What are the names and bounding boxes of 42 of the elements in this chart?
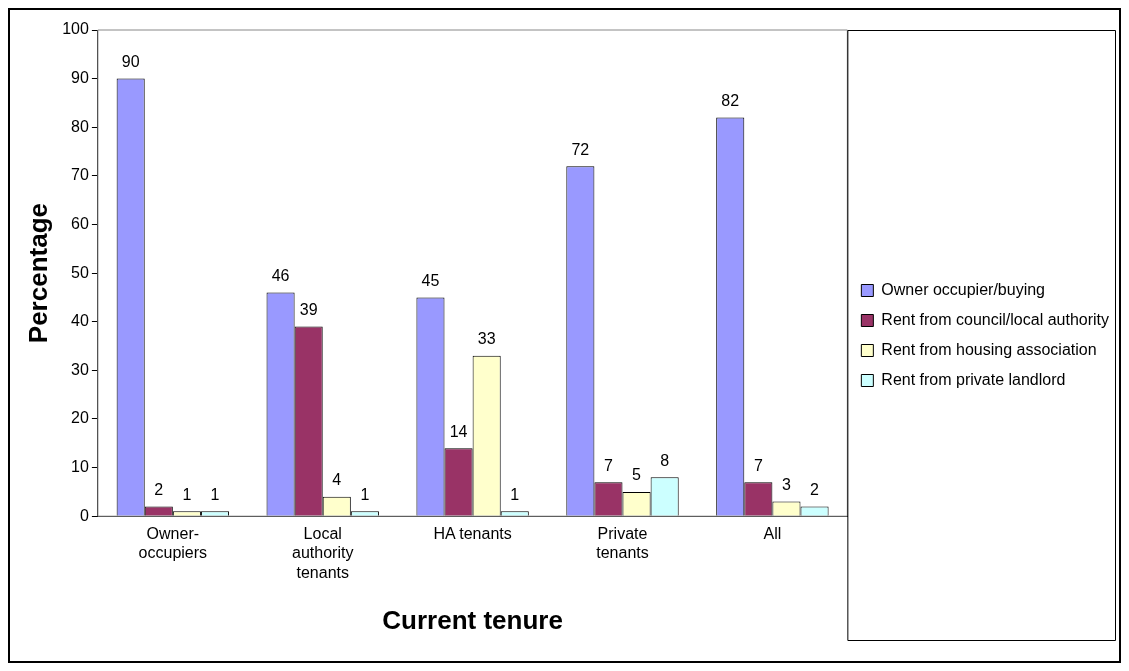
y-tick-label: 50: [71, 263, 89, 281]
data-label: 1: [182, 485, 192, 503]
x-tick-label: Private tenants: [596, 525, 649, 562]
legend-label: Rent from private landlord: [881, 370, 1066, 388]
data-label: 1: [360, 485, 370, 503]
data-label: 39: [299, 300, 318, 318]
data-label: 90: [121, 53, 140, 71]
legend-label: Rent from council/local authority: [881, 310, 1109, 328]
y-tick-label: 90: [71, 69, 89, 87]
data-label: 46: [271, 266, 290, 284]
y-tick-label: 10: [71, 457, 89, 475]
y-tick-label: 30: [71, 360, 89, 378]
legend-label: Owner occupier/buying: [881, 280, 1045, 298]
x-tick-label: Local authority tenants: [292, 525, 354, 581]
data-label: 45: [421, 271, 440, 289]
y-tick-label: 70: [71, 166, 89, 184]
y-tick-label: 20: [71, 409, 89, 427]
x-tick-label: Owner-occupiers: [138, 525, 208, 562]
data-label: 1: [210, 485, 220, 503]
data-label: 5: [632, 466, 642, 484]
data-label: 14: [449, 422, 468, 440]
y-tick-label: 60: [71, 214, 89, 232]
data-label: 7: [753, 456, 763, 474]
data-label: 4: [332, 471, 342, 489]
y-tick-label: 40: [71, 312, 89, 330]
x-tick-label: HA tenants: [433, 525, 512, 543]
data-label: 33: [477, 330, 496, 348]
y-tick-label: 0: [79, 506, 89, 524]
legend-label: Rent from housing association: [881, 340, 1097, 358]
data-label: 7: [604, 456, 613, 474]
y-axis-title: Percentage: [22, 203, 53, 344]
x-tick-label: All: [763, 525, 782, 543]
data-label: 72: [571, 140, 590, 158]
data-label: 2: [154, 480, 164, 498]
y-tick-label: 80: [71, 117, 89, 135]
data-label: 3: [782, 476, 791, 494]
data-label: 82: [721, 91, 740, 109]
data-label: 1: [510, 485, 520, 503]
data-label: 8: [660, 451, 670, 469]
x-axis-title: Current tenure: [382, 604, 563, 635]
data-label: 2: [810, 480, 820, 498]
y-tick-label: 100: [62, 20, 89, 38]
